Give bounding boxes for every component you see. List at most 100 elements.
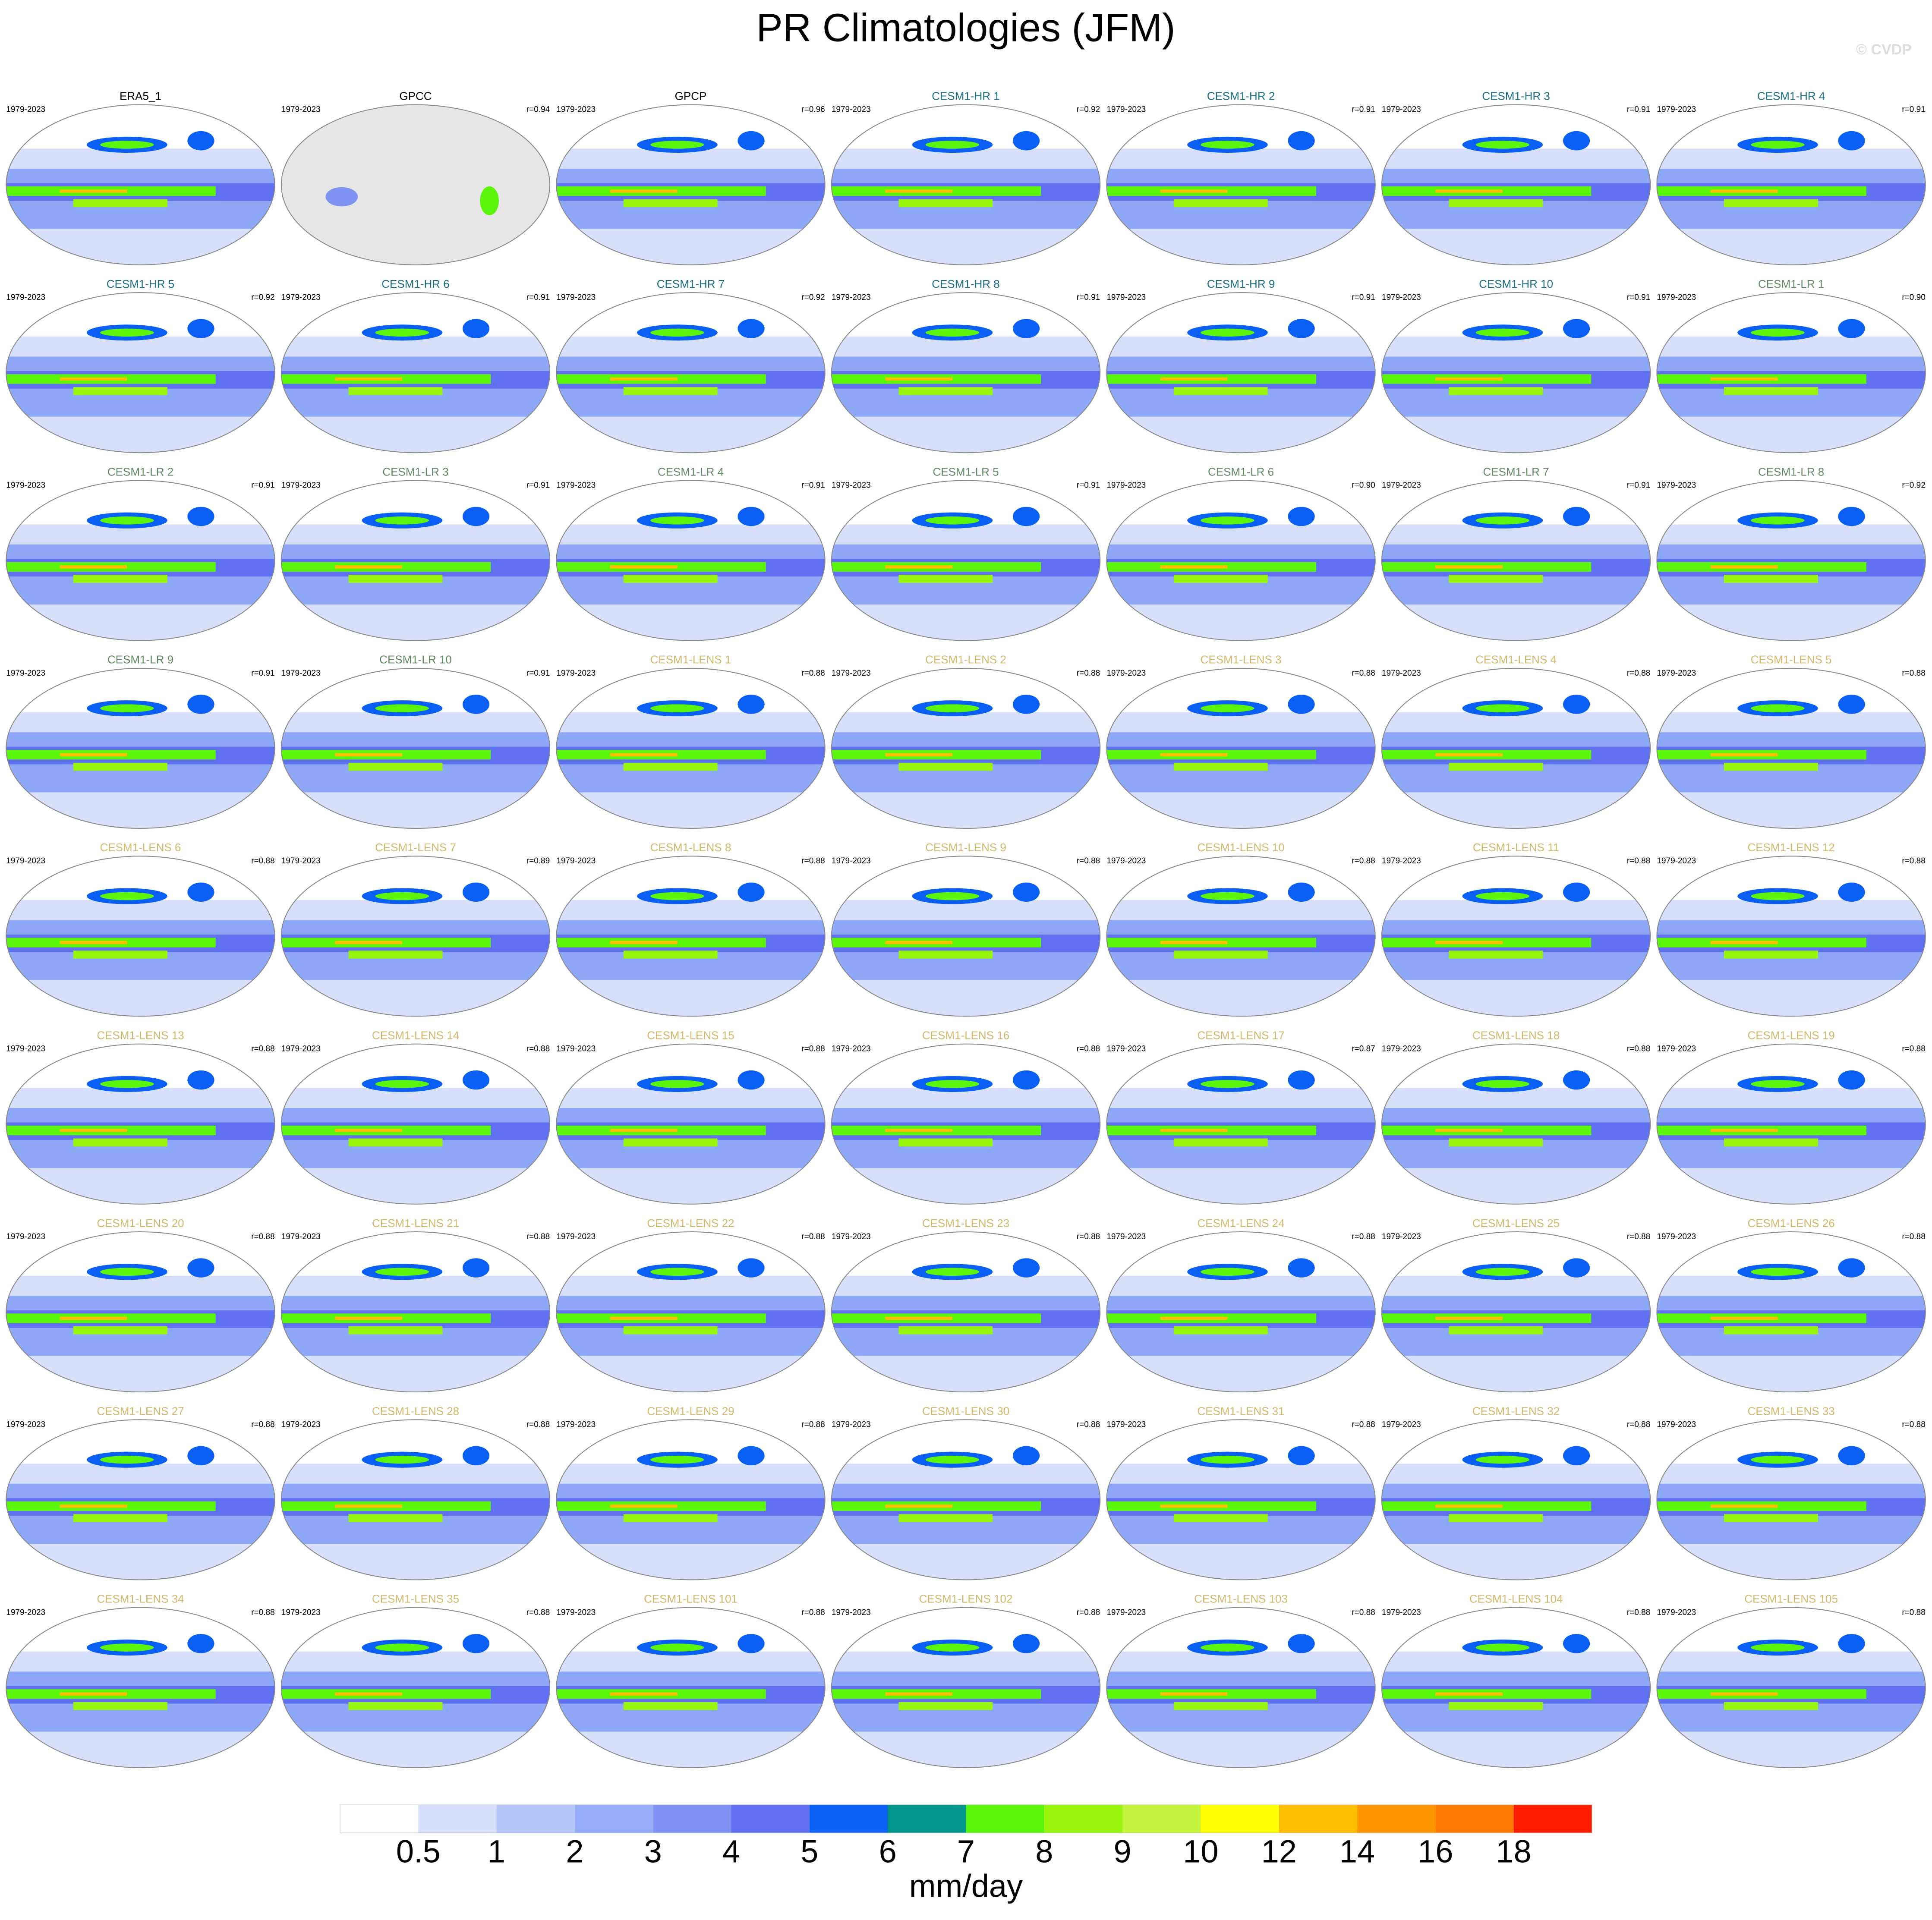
map-band xyxy=(556,1544,825,1580)
map xyxy=(6,480,275,641)
itcz xyxy=(885,1505,952,1508)
map-band xyxy=(1106,1731,1375,1768)
storm-track xyxy=(1475,516,1530,525)
spcz xyxy=(898,1514,993,1522)
land-rain xyxy=(325,187,358,207)
map-outline xyxy=(6,1607,275,1768)
storm-track xyxy=(650,328,704,337)
panel-r: r=0.88 xyxy=(251,1045,274,1054)
storm-track xyxy=(100,704,154,712)
map-panel: CESM1-LENS 32 1979-2023 r=0.88 xyxy=(1381,1404,1651,1580)
panel-title: CESM1-LENS 12 xyxy=(1747,841,1834,854)
panel-period: 1979-2023 xyxy=(1657,1608,1696,1617)
spcz xyxy=(348,1702,443,1710)
map-outline xyxy=(556,856,826,1017)
itcz xyxy=(60,565,127,569)
storm-track xyxy=(1288,1070,1315,1090)
panel-title: CESM1-LENS 105 xyxy=(1744,1593,1838,1605)
map-panel: CESM1-HR 6 1979-2023 r=0.91 xyxy=(281,277,551,453)
map-outline xyxy=(831,104,1101,265)
spcz xyxy=(73,951,167,959)
itcz xyxy=(1435,753,1503,756)
panel-r: r=0.88 xyxy=(251,1608,274,1617)
spcz xyxy=(1724,951,1818,959)
storm-track xyxy=(187,319,214,338)
map-outline xyxy=(556,1231,826,1393)
itcz xyxy=(885,1129,952,1132)
map-band xyxy=(1657,1544,1926,1580)
storm-track xyxy=(187,1258,214,1278)
map-outline xyxy=(1656,856,1926,1017)
spcz xyxy=(1724,1326,1818,1335)
panel-title: CESM1-LENS 29 xyxy=(647,1404,734,1417)
panel-period: 1979-2023 xyxy=(6,1608,45,1617)
map-outline xyxy=(831,1231,1101,1393)
itcz xyxy=(610,377,678,381)
itcz xyxy=(1710,565,1778,569)
itcz xyxy=(1435,1505,1503,1508)
map xyxy=(831,1044,1100,1204)
colorbar-label: 0.5 xyxy=(396,1834,441,1870)
storm-track xyxy=(925,1268,980,1276)
itcz xyxy=(1710,753,1778,756)
panel-r: r=0.92 xyxy=(1902,481,1925,490)
map-outline xyxy=(556,1607,826,1768)
map-outline xyxy=(831,1607,1101,1768)
panel-title: CESM1-LENS 24 xyxy=(1197,1217,1284,1230)
map-band xyxy=(556,792,825,828)
storm-track xyxy=(100,1455,154,1464)
panel-period: 1979-2023 xyxy=(1382,1420,1421,1429)
panel-r: r=0.88 xyxy=(1902,1045,1925,1054)
panel-title: CESM1-LENS 10 xyxy=(1197,841,1284,854)
colorbar-box xyxy=(653,1805,731,1833)
storm-track xyxy=(1201,328,1254,337)
panel-r: r=0.88 xyxy=(1902,1608,1925,1617)
map-outline xyxy=(1106,1419,1376,1580)
itcz xyxy=(1160,1316,1228,1320)
spcz xyxy=(623,1514,718,1522)
panel-title: CESM1-LENS 1 xyxy=(650,653,731,666)
storm-track xyxy=(462,1634,490,1653)
storm-track xyxy=(375,328,429,337)
panel-r: r=0.88 xyxy=(1077,1045,1100,1054)
map-panel: CESM1-HR 7 1979-2023 r=0.92 xyxy=(556,277,826,453)
storm-track xyxy=(187,695,214,714)
map-outline xyxy=(281,292,551,453)
map-band xyxy=(831,604,1100,641)
panel-r: r=0.88 xyxy=(801,1420,825,1429)
panel-period: 1979-2023 xyxy=(1382,669,1421,678)
itcz xyxy=(1160,753,1228,756)
map-outline xyxy=(6,667,275,829)
map xyxy=(1657,293,1926,453)
storm-track xyxy=(375,1455,429,1464)
panel-title: GPCP xyxy=(675,90,707,103)
map xyxy=(1381,1420,1651,1580)
itcz xyxy=(60,189,127,193)
itcz xyxy=(1435,1129,1503,1132)
storm-track xyxy=(187,1446,214,1466)
spcz xyxy=(1173,575,1268,583)
map-panel: CESM1-LENS 31 1979-2023 r=0.88 xyxy=(1106,1404,1376,1580)
map xyxy=(1657,104,1926,265)
storm-track xyxy=(1475,892,1530,900)
itcz xyxy=(335,941,402,944)
itcz xyxy=(610,565,678,569)
itcz xyxy=(1710,941,1778,944)
itcz xyxy=(1160,1129,1228,1132)
itcz xyxy=(1435,1316,1503,1320)
map-panel: CESM1-LENS 29 1979-2023 r=0.88 xyxy=(556,1404,826,1580)
panel-period: 1979-2023 xyxy=(1382,481,1421,490)
storm-track xyxy=(1201,141,1254,149)
spcz xyxy=(623,387,718,395)
panel-r: r=0.88 xyxy=(1902,669,1925,678)
panel-title: CESM1-LENS 13 xyxy=(97,1029,184,1042)
storm-track xyxy=(1838,1446,1865,1466)
map xyxy=(1106,1607,1375,1768)
map xyxy=(6,104,275,265)
storm-track xyxy=(1475,704,1530,712)
itcz xyxy=(885,753,952,756)
panel-title: GPCC xyxy=(399,90,432,103)
panel-title: CESM1-LENS 16 xyxy=(922,1029,1009,1042)
spcz xyxy=(1449,1514,1543,1522)
